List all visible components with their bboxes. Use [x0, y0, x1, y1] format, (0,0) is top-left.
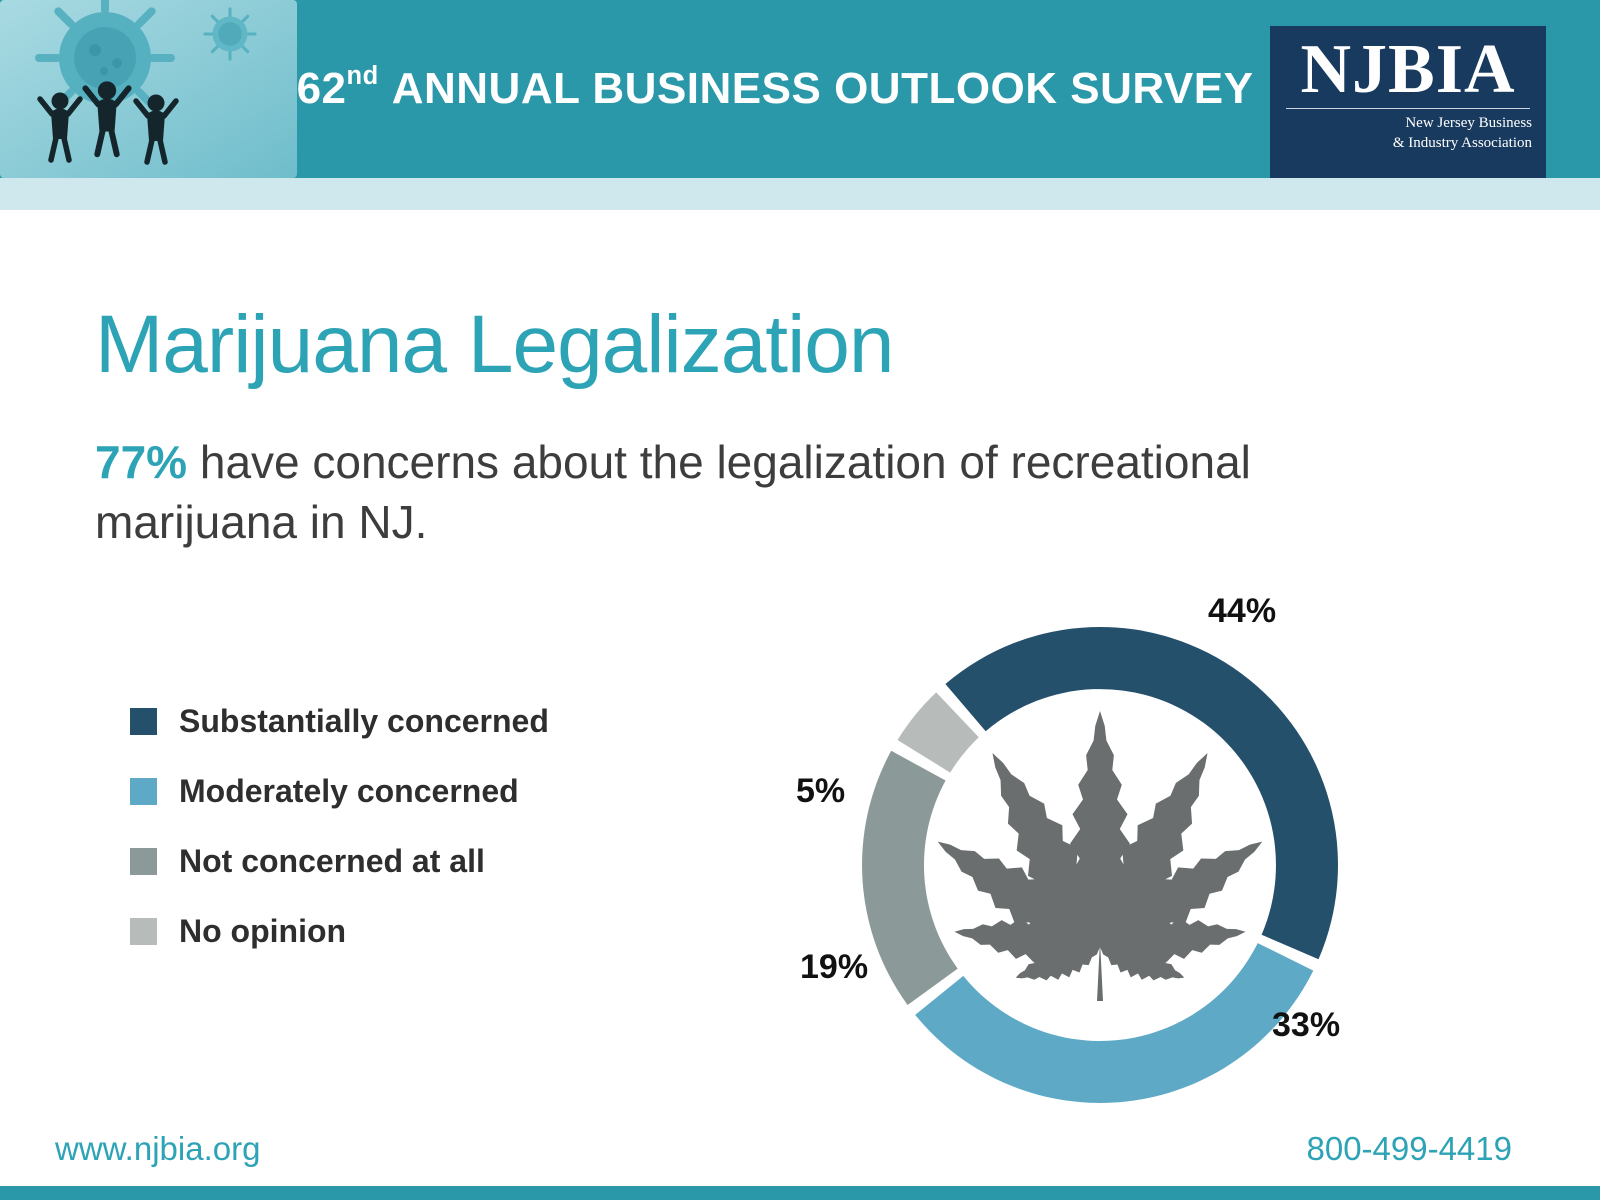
slide-title: Marijuana Legalization	[95, 299, 895, 390]
njbia-logo-acronym: NJBIA	[1300, 31, 1516, 108]
njbia-logo-subtitle: New Jersey Business & Industry Associati…	[1284, 114, 1532, 153]
logo-subtitle-line1: New Jersey Business	[1405, 115, 1532, 132]
legend-item: Not concerned at all	[130, 843, 549, 880]
legend-swatch	[130, 708, 157, 735]
chart-legend: Substantially concerned Moderately concer…	[130, 703, 549, 983]
legend-label: Substantially concerned	[179, 703, 549, 739]
legend-swatch	[130, 918, 157, 945]
footer-bar	[0, 1186, 1600, 1200]
donut-segment-3	[897, 692, 979, 773]
chart-value-label: 5%	[796, 772, 846, 810]
virus-icon	[35, 0, 175, 128]
legend-swatch	[130, 848, 157, 875]
illustration-svg	[0, 0, 297, 178]
statement-text: have concerns about the legalization of …	[95, 436, 1251, 548]
legend-item: Moderately concerned	[130, 773, 549, 810]
header-accent-strip	[0, 178, 1600, 210]
chart-value-label: 44%	[1208, 592, 1277, 630]
legend-swatch	[130, 778, 157, 805]
legend-item: No opinion	[130, 913, 549, 950]
stat-highlight: 77%	[95, 436, 188, 488]
website-link[interactable]: www.njbia.org	[55, 1130, 261, 1167]
legend-label: Moderately concerned	[179, 773, 519, 809]
logo-divider	[1286, 108, 1530, 110]
donut-segment-2	[862, 750, 958, 1005]
donut-segment-0	[945, 626, 1339, 960]
legend-label: Not concerned at all	[179, 843, 485, 879]
virus-icon-small	[203, 7, 257, 61]
donut-segment-1	[915, 943, 1314, 1103]
marijuana-leaf-icon	[937, 711, 1263, 1001]
legend-label: No opinion	[179, 913, 347, 949]
chart-value-label: 33%	[1272, 1006, 1341, 1044]
covid-business-illustration	[0, 0, 300, 178]
survey-number: 62	[296, 64, 347, 113]
key-finding-statement: 77% have concerns about the legalization…	[95, 433, 1465, 553]
njbia-logo: NJBIA New Jersey Business & Industry Ass…	[1270, 26, 1546, 178]
donut-chart: 44% 33% 19% 5%	[790, 590, 1410, 1150]
legend-item: Substantially concerned	[130, 703, 549, 740]
logo-subtitle-line2: & Industry Association	[1392, 134, 1532, 151]
survey-title-text: ANNUAL BUSINESS OUTLOOK SURVEY	[391, 64, 1254, 113]
donut-chart-svg	[862, 626, 1339, 1103]
chart-value-label: 19%	[800, 948, 869, 986]
phone-number[interactable]: 800-499-4419	[1306, 1130, 1512, 1167]
